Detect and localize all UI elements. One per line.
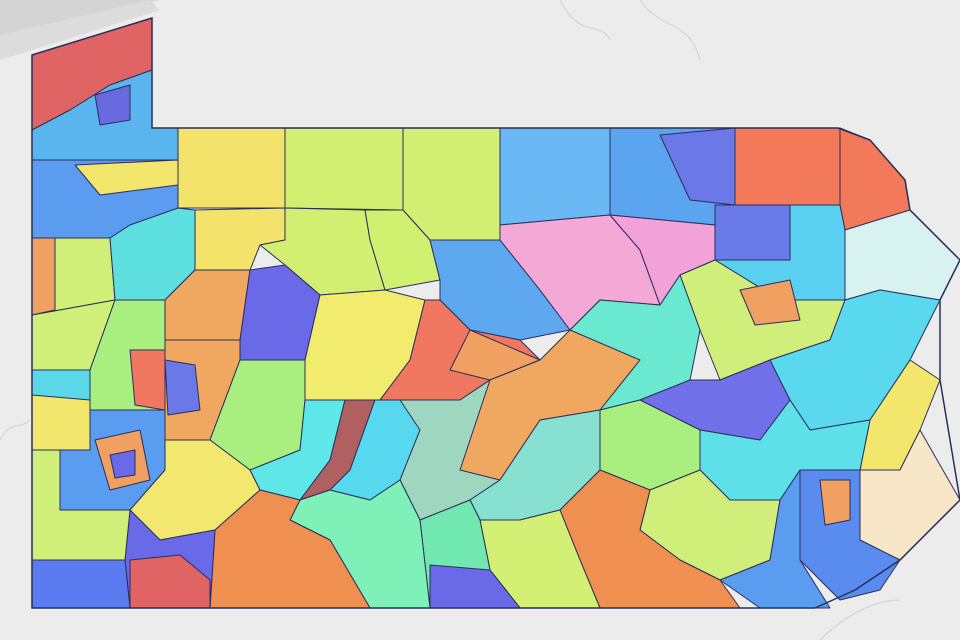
district: [94, 84, 131, 126]
districts: [31, 17, 960, 609]
district: [499, 127, 611, 226]
border: [559, 0, 611, 41]
lake: [0, 0, 160, 60]
district: [402, 127, 501, 241]
district: [31, 559, 131, 609]
district: [819, 479, 851, 526]
border: [639, 0, 701, 61]
state-outline: [31, 16, 960, 609]
district: [31, 237, 56, 316]
border: [819, 599, 901, 640]
district: [739, 279, 801, 326]
district: [284, 127, 404, 211]
district: [177, 127, 286, 209]
district: [164, 359, 201, 416]
district: [129, 554, 211, 609]
neighbor-borders: [0, 0, 901, 640]
district: [734, 127, 841, 206]
district: [714, 204, 791, 261]
district: [31, 369, 91, 401]
border: [0, 419, 31, 441]
district: [109, 449, 136, 479]
district: [569, 274, 701, 411]
district: [129, 349, 166, 411]
